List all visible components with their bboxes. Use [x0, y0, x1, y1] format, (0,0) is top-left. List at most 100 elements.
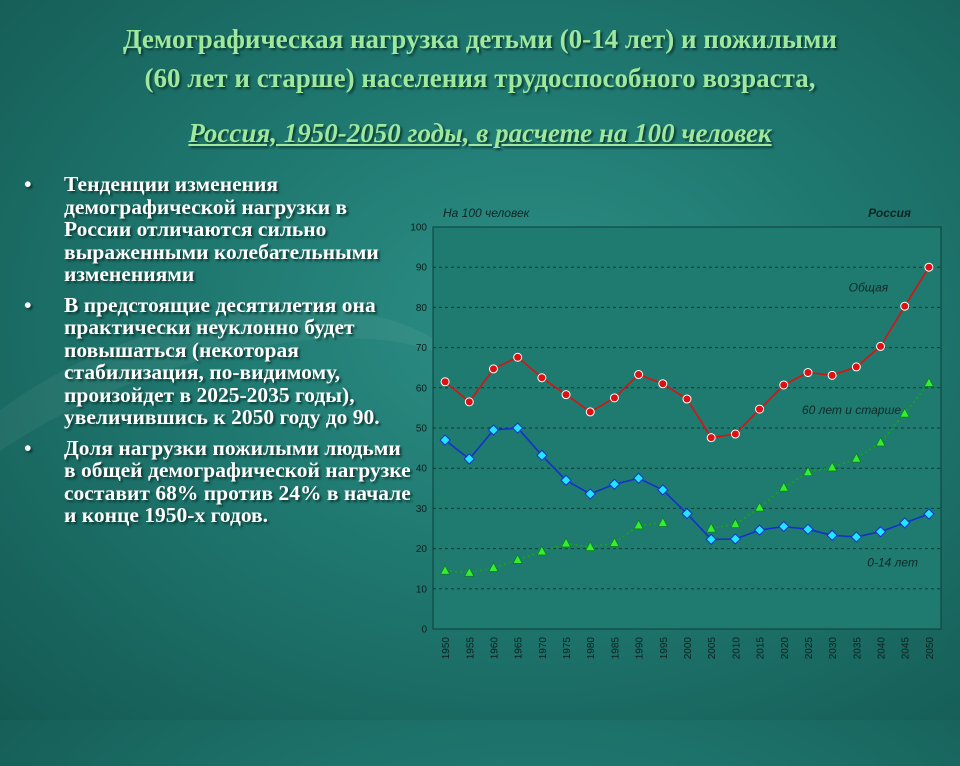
x-tick-label: 1950 [441, 637, 452, 660]
x-tick-label: 1960 [489, 637, 500, 660]
x-tick-label: 2025 [804, 637, 815, 660]
chart-region-label: Россия [868, 206, 911, 220]
y-tick-label: 90 [416, 263, 428, 274]
x-tick-label: 2000 [683, 637, 694, 660]
data-point [705, 533, 717, 546]
y-tick-label: 40 [416, 464, 428, 475]
series-label: 60 лет и старше [802, 403, 901, 417]
bullet-item: • В предстоящие десятилетия она практиче… [24, 292, 416, 429]
title-line-2: (60 лет и старше) населения трудоспособн… [144, 63, 816, 93]
bullet-list: • Тенденции изменения демографической на… [24, 173, 416, 535]
series-label: Общая [849, 280, 889, 294]
x-tick-label: 2040 [877, 637, 888, 660]
bullet-dot: • [24, 292, 32, 317]
data-point [681, 507, 693, 520]
data-point [802, 523, 814, 536]
data-point [924, 262, 934, 272]
data-point [730, 518, 741, 528]
data-point [755, 404, 765, 414]
data-point [440, 377, 450, 387]
x-tick-label: 1995 [659, 637, 670, 660]
data-point [923, 377, 934, 387]
y-tick-label: 0 [421, 625, 427, 636]
data-point [876, 341, 886, 351]
data-point [851, 452, 862, 463]
y-tick-label: 60 [416, 383, 428, 394]
data-point [875, 436, 886, 447]
data-point [536, 449, 548, 462]
x-tick-label: 1975 [562, 637, 573, 660]
bullet-item: • Доля нагрузки пожилыми людьми в общей … [24, 435, 416, 527]
bullet-dot: • [24, 435, 32, 460]
data-point [900, 301, 910, 311]
data-point [608, 478, 621, 490]
y-tick-label: 80 [416, 303, 428, 314]
data-point [512, 554, 523, 564]
data-point [923, 508, 935, 520]
data-point [706, 433, 716, 443]
data-point [682, 394, 692, 404]
data-point [803, 368, 813, 378]
data-point [632, 472, 645, 484]
data-point [584, 488, 596, 500]
title-line-1: Демографическая нагрузка детьми (0-14 ле… [123, 24, 837, 54]
data-point [658, 379, 668, 389]
series-line [445, 382, 930, 574]
y-tick-label: 20 [416, 544, 428, 555]
data-point [730, 429, 740, 439]
x-tick-label: 2030 [828, 637, 839, 660]
data-point [802, 466, 813, 477]
bullet-dot: • [24, 172, 32, 196]
bullet-text: Тенденции изменения демографической нагр… [64, 172, 379, 286]
y-tick-label: 50 [416, 424, 428, 435]
x-tick-label: 1965 [514, 637, 525, 660]
data-point [560, 474, 572, 486]
data-point [464, 397, 474, 407]
data-point [706, 522, 717, 533]
slide-subtitle: Россия, 1950-2050 годы, в расчете на 100… [188, 118, 772, 148]
bullet-item: • Тенденции изменения демографической на… [24, 173, 416, 286]
y-tick-label: 10 [416, 584, 428, 595]
bullet-text: В предстоящие десятилетия она практическ… [64, 292, 380, 429]
x-tick-label: 1985 [610, 637, 621, 660]
data-point [537, 373, 547, 383]
data-point [899, 407, 910, 418]
data-point [609, 393, 619, 403]
data-point [440, 565, 451, 575]
x-tick-label: 1990 [635, 637, 646, 660]
x-tick-label: 2050 [925, 637, 936, 660]
data-point [536, 545, 547, 556]
data-point [487, 424, 500, 436]
data-point [609, 537, 620, 547]
data-point [754, 501, 765, 512]
data-point [899, 517, 911, 529]
x-tick-label: 2020 [780, 637, 791, 660]
y-tick-label: 100 [410, 223, 427, 234]
slide-title: Демографическая нагрузка детьми (0-14 ле… [0, 20, 960, 98]
data-point [511, 422, 524, 434]
data-point [488, 562, 499, 572]
data-point [779, 380, 789, 390]
x-tick-label: 1955 [465, 637, 476, 660]
data-point [633, 519, 644, 530]
series-label: 0-14 лет [867, 556, 918, 570]
data-point [585, 541, 596, 551]
data-point [753, 524, 766, 536]
data-point [585, 407, 595, 417]
data-point [464, 567, 475, 577]
data-point [827, 370, 837, 380]
chart-unit-label: На 100 человек [443, 206, 531, 220]
data-point [827, 461, 838, 472]
data-point [513, 352, 523, 362]
chart-container: 0 10 20 30 40 50 60 70 80 90 100 На 100 человек Росс… [405, 197, 955, 677]
data-point [634, 370, 644, 380]
x-tick-label: 2035 [852, 637, 863, 660]
data-point [778, 520, 790, 533]
data-point [657, 484, 669, 496]
data-point [778, 481, 789, 492]
data-point [657, 517, 668, 527]
x-tick-label: 1970 [538, 637, 549, 660]
data-point [561, 390, 571, 400]
data-point [463, 453, 475, 465]
